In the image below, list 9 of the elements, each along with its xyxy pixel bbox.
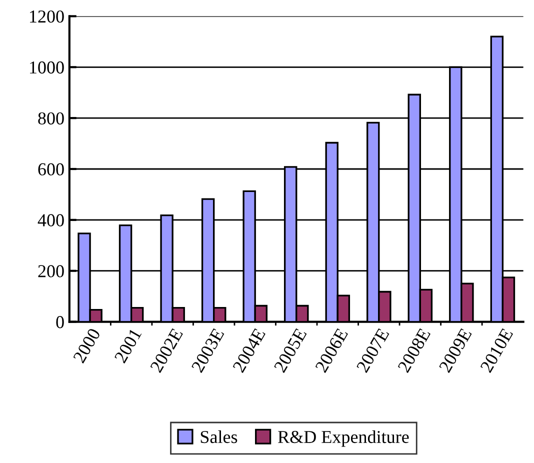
legend-label: R&D Expenditure: [278, 430, 409, 447]
legend-label: Sales: [200, 430, 238, 444]
y-tick-label: 600: [38, 163, 64, 176]
y-tick-label: 0: [56, 316, 64, 328]
y-tick-label: 800: [38, 112, 64, 125]
y-tick-label: 200: [38, 265, 64, 278]
y-tick-label: 1200: [30, 10, 64, 23]
y-tick-label: 400: [38, 214, 64, 226]
y-tick-label: 1000: [30, 61, 64, 74]
